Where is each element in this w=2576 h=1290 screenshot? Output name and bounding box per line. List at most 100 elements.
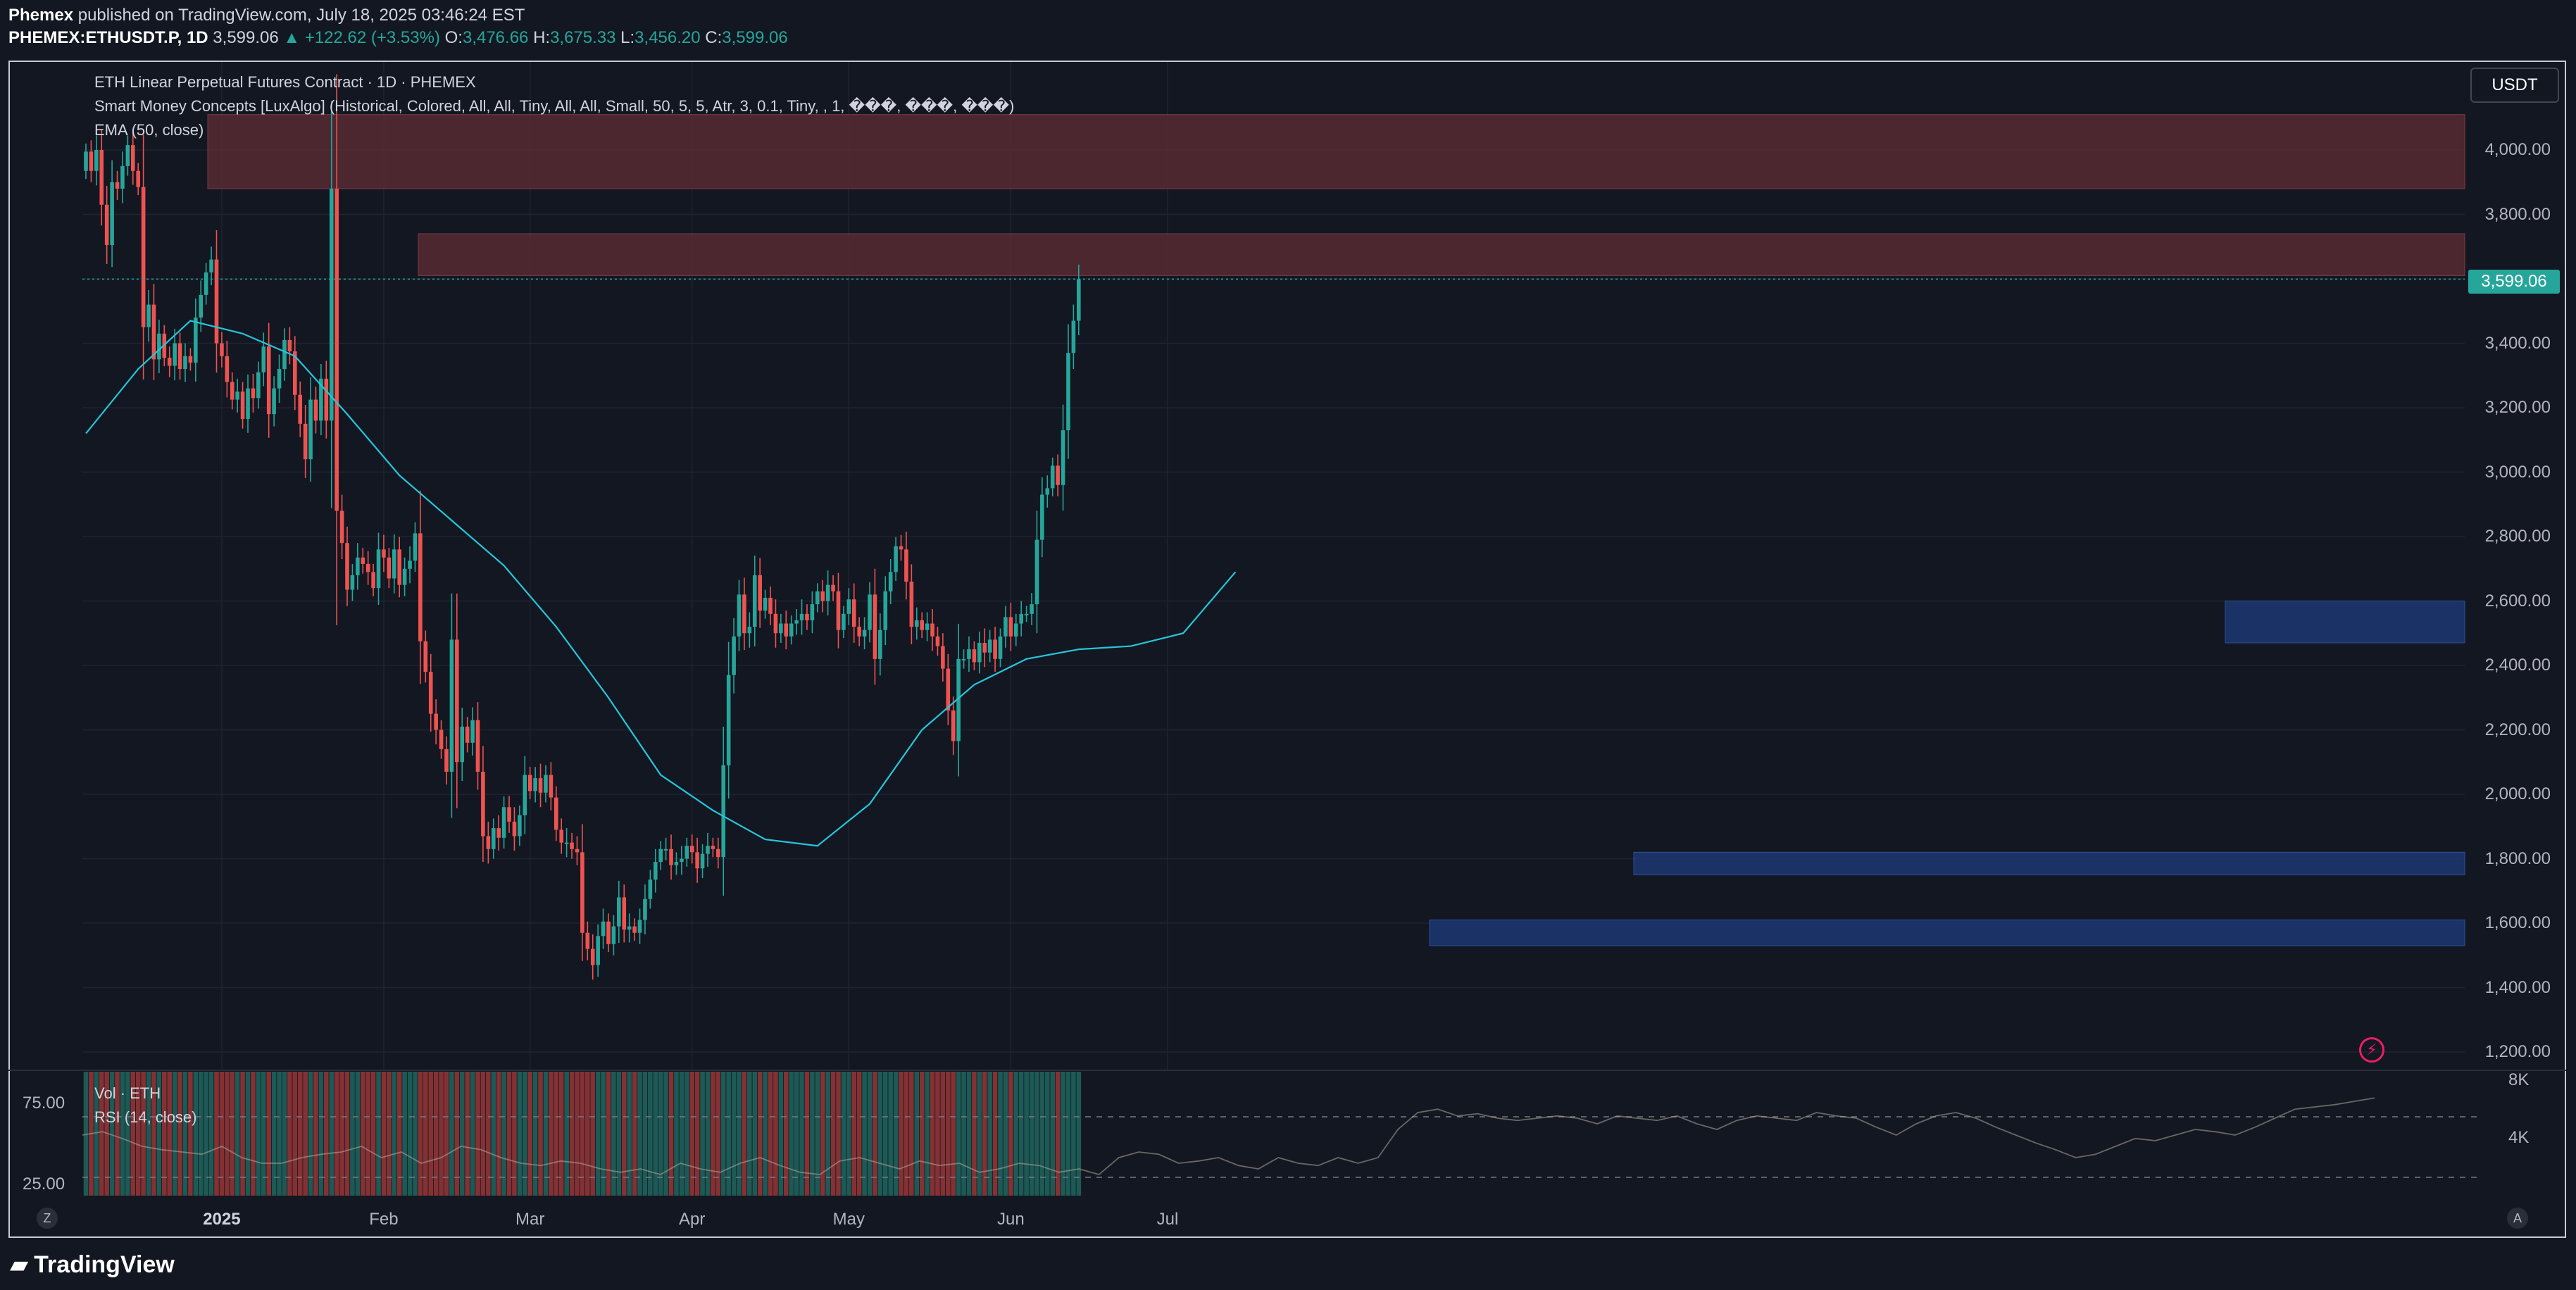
volume-bar xyxy=(820,1072,825,1196)
legend-ema[interactable]: EMA (50, close) xyxy=(94,121,204,139)
volume-bar xyxy=(303,1072,308,1196)
volume-bar xyxy=(720,1072,726,1196)
candle-body xyxy=(894,546,898,572)
volume-bar xyxy=(1044,1072,1050,1196)
volume-bar xyxy=(1050,1072,1055,1196)
volume-bar xyxy=(83,1072,89,1196)
volume-bar xyxy=(141,1072,146,1196)
zoom-toggle[interactable]: Z xyxy=(37,1208,58,1229)
volume-bar xyxy=(439,1072,444,1196)
candle-body xyxy=(747,627,752,634)
volume-bar xyxy=(956,1072,961,1196)
volume-bar xyxy=(705,1072,711,1196)
lower-pane-bg xyxy=(82,1072,2378,1196)
candle-body xyxy=(1061,430,1065,485)
candle-body xyxy=(580,852,584,933)
ema-line xyxy=(85,320,1237,847)
volume-bar xyxy=(653,1072,658,1196)
volume-bar xyxy=(135,1072,141,1196)
symbol-name[interactable]: PHEMEX:ETHUSDT.P, 1D xyxy=(8,28,208,47)
candle-body xyxy=(439,729,444,749)
rsi-lower-label: 25.00 xyxy=(23,1175,65,1194)
candle-body xyxy=(120,165,125,189)
volume-4k-label: 4K xyxy=(2508,1128,2530,1147)
candle-body xyxy=(115,182,120,189)
candle-body xyxy=(434,713,438,730)
candle-body xyxy=(575,848,580,853)
candle-body xyxy=(799,613,804,620)
volume-bar xyxy=(1024,1072,1029,1196)
volume-bar xyxy=(616,1072,622,1196)
rsi-upper-label: 75.00 xyxy=(23,1094,65,1113)
legend-title[interactable]: ETH Linear Perpetual Futures Contract · … xyxy=(94,73,476,91)
candle-body xyxy=(527,775,532,791)
volume-bar xyxy=(543,1072,549,1196)
volume-bar xyxy=(554,1072,559,1196)
candle-body xyxy=(888,572,893,591)
volume-bar xyxy=(972,1072,977,1196)
candle-body xyxy=(920,620,924,630)
volume-bar xyxy=(590,1072,596,1196)
volume-bar xyxy=(1008,1072,1013,1196)
candle-body xyxy=(925,623,930,630)
volume-bar xyxy=(1071,1072,1076,1196)
candle-body xyxy=(935,636,940,646)
candle-body xyxy=(998,636,1003,659)
volume-bar xyxy=(334,1072,339,1196)
volume-bar xyxy=(287,1072,292,1196)
volume-bar xyxy=(564,1072,569,1196)
candle-body xyxy=(1066,353,1070,431)
candle-body xyxy=(277,369,282,389)
candle-body xyxy=(1024,613,1029,615)
volume-bar xyxy=(177,1072,182,1196)
candle-body xyxy=(392,549,396,579)
legend-indicator[interactable]: Smart Money Concepts [LuxAlgo] (Historic… xyxy=(94,97,1015,115)
volume-bar xyxy=(1034,1072,1039,1196)
candle-body xyxy=(721,765,726,858)
candle-body xyxy=(836,591,841,630)
volume-bar xyxy=(496,1072,501,1196)
x-tick-label: Apr xyxy=(679,1210,706,1229)
candle-body xyxy=(1030,604,1034,614)
volume-bar xyxy=(532,1072,538,1196)
volume-bar xyxy=(1003,1072,1008,1196)
candle-body xyxy=(695,852,699,869)
volume-bar xyxy=(873,1072,877,1196)
y-tick-label: 3,200.00 xyxy=(2484,398,2551,417)
currency-badge[interactable]: USDT xyxy=(2470,68,2559,103)
candle-body xyxy=(1077,279,1081,321)
volume-bar xyxy=(99,1072,104,1196)
volume-bar xyxy=(856,1072,862,1196)
volume-bar xyxy=(689,1072,695,1196)
candle-body xyxy=(982,642,987,653)
y-tick-label: 1,200.00 xyxy=(2484,1042,2551,1061)
candle-body xyxy=(496,828,501,838)
volume-bar xyxy=(841,1072,846,1196)
candle-body xyxy=(899,546,904,550)
candle-body xyxy=(564,842,569,844)
auto-scale-toggle[interactable]: A xyxy=(2507,1208,2528,1229)
publisher[interactable]: Phemex xyxy=(8,6,74,25)
volume-bar xyxy=(909,1072,914,1196)
candle-body xyxy=(324,378,329,421)
volume-bar xyxy=(297,1072,303,1196)
candle-body xyxy=(883,591,888,630)
volume-bar xyxy=(387,1072,392,1196)
candle-body xyxy=(423,641,428,672)
volume-bar xyxy=(700,1072,705,1196)
volume-bar xyxy=(549,1072,554,1196)
volume-bar xyxy=(940,1072,946,1196)
volume-bar xyxy=(251,1072,256,1196)
tradingview-logo[interactable]: ▰ TradingView xyxy=(10,1251,175,1279)
volume-legend[interactable]: Vol · ETH xyxy=(94,1084,161,1102)
volume-bar xyxy=(804,1072,810,1196)
candle-body xyxy=(831,584,835,591)
candle-body xyxy=(272,388,276,415)
volume-bar xyxy=(449,1072,454,1196)
candle-body xyxy=(491,828,496,849)
rsi-legend[interactable]: RSI (14, close) xyxy=(94,1108,197,1126)
volume-bar xyxy=(538,1072,543,1196)
candle-body xyxy=(794,620,799,624)
lightning-icon[interactable]: ⚡ xyxy=(2359,1037,2384,1063)
